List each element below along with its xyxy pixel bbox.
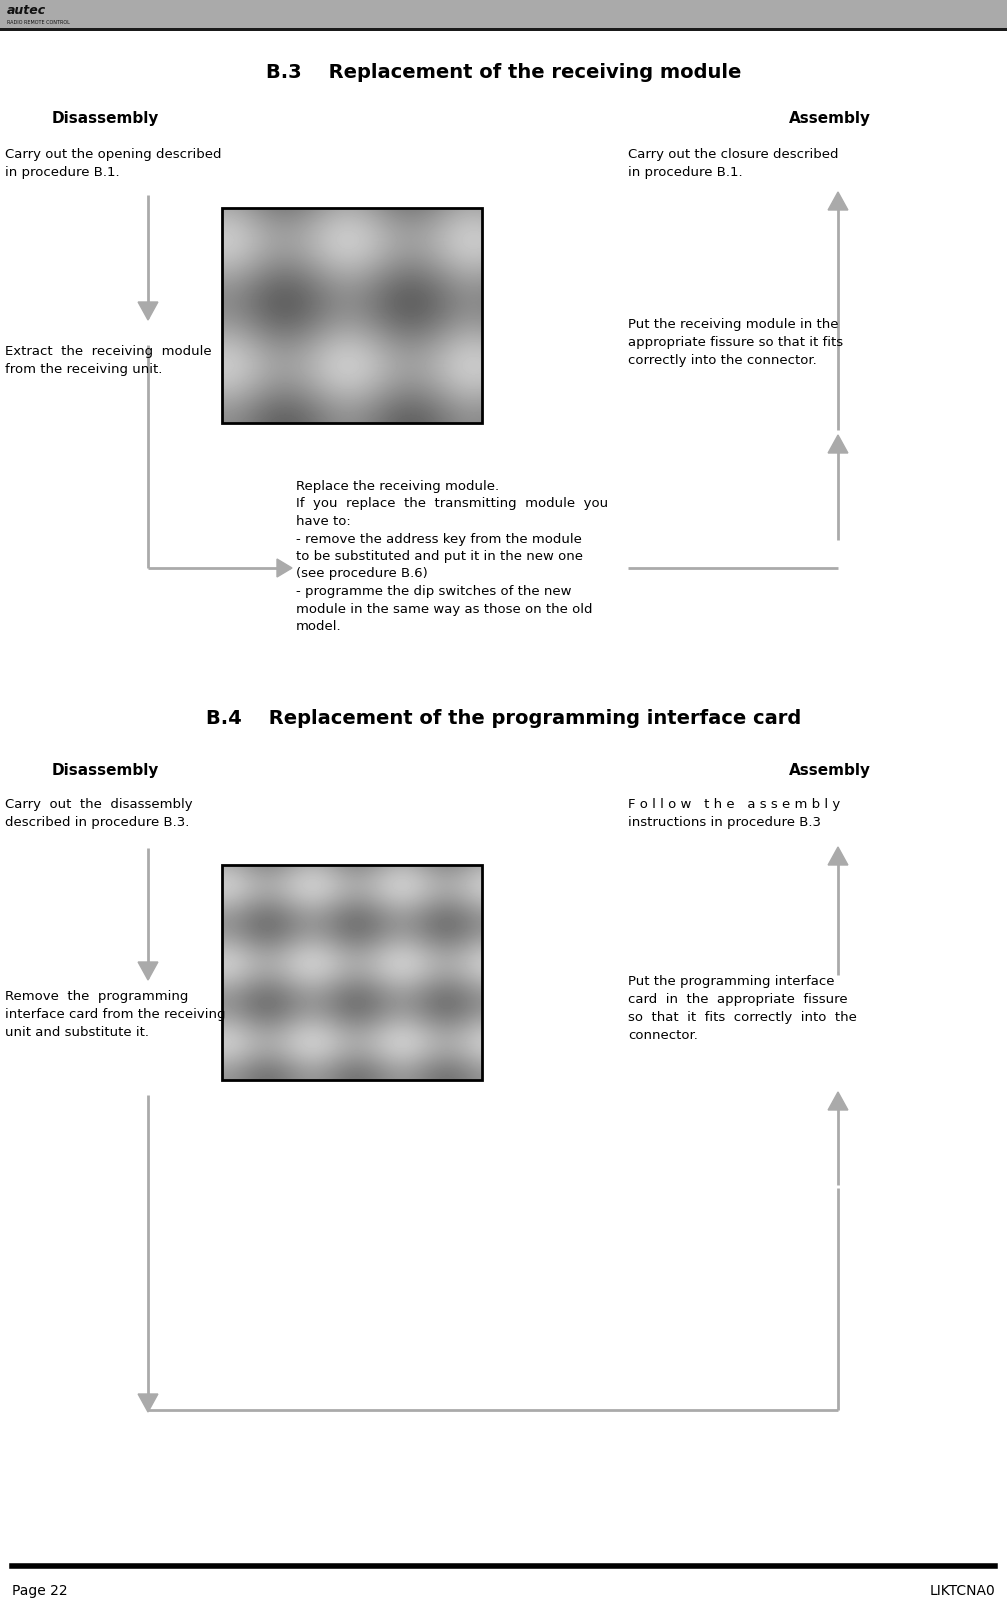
Text: Page 22: Page 22	[12, 1585, 67, 1597]
Polygon shape	[828, 1093, 848, 1110]
Polygon shape	[138, 963, 158, 980]
Text: Carry out the opening described
in procedure B.1.: Carry out the opening described in proce…	[5, 148, 222, 178]
Text: Put the receiving module in the
appropriate fissure so that it fits
correctly in: Put the receiving module in the appropri…	[628, 318, 843, 366]
Text: B.3    Replacement of the receiving module: B.3 Replacement of the receiving module	[266, 63, 741, 82]
Text: Disassembly: Disassembly	[51, 762, 159, 778]
Text: LIKTCNA0: LIKTCNA0	[929, 1585, 995, 1597]
Text: Carry out the closure described
in procedure B.1.: Carry out the closure described in proce…	[628, 148, 839, 178]
Polygon shape	[138, 302, 158, 320]
Bar	[0, 27, 1007, 31]
Polygon shape	[828, 191, 848, 211]
Polygon shape	[277, 559, 292, 577]
Text: Remove  the  programming
interface card from the receiving
unit and substitute i: Remove the programming interface card fr…	[5, 990, 226, 1040]
Text: Put the programming interface
card  in  the  appropriate  fissure
so  that  it  : Put the programming interface card in th…	[628, 975, 857, 1041]
Text: RADIO REMOTE CONTROL: RADIO REMOTE CONTROL	[7, 19, 69, 24]
Polygon shape	[138, 1393, 158, 1413]
Bar	[222, 865, 482, 1080]
Text: autec: autec	[7, 3, 46, 16]
Text: Carry  out  the  disassembly
described in procedure B.3.: Carry out the disassembly described in p…	[5, 799, 192, 829]
Text: Replace the receiving module.
If  you  replace  the  transmitting  module  you
h: Replace the receiving module. If you rep…	[296, 480, 608, 633]
Text: Assembly: Assembly	[789, 111, 871, 125]
Polygon shape	[828, 847, 848, 865]
Bar	[0, 0, 1007, 27]
Polygon shape	[828, 435, 848, 453]
Bar	[222, 207, 482, 423]
Text: Disassembly: Disassembly	[51, 111, 159, 125]
Text: B.4    Replacement of the programming interface card: B.4 Replacement of the programming inter…	[205, 709, 802, 728]
Text: Assembly: Assembly	[789, 762, 871, 778]
Text: Extract  the  receiving  module
from the receiving unit.: Extract the receiving module from the re…	[5, 346, 211, 376]
Text: F o l l o w   t h e   a s s e m b l y
instructions in procedure B.3: F o l l o w t h e a s s e m b l y instru…	[628, 799, 840, 829]
